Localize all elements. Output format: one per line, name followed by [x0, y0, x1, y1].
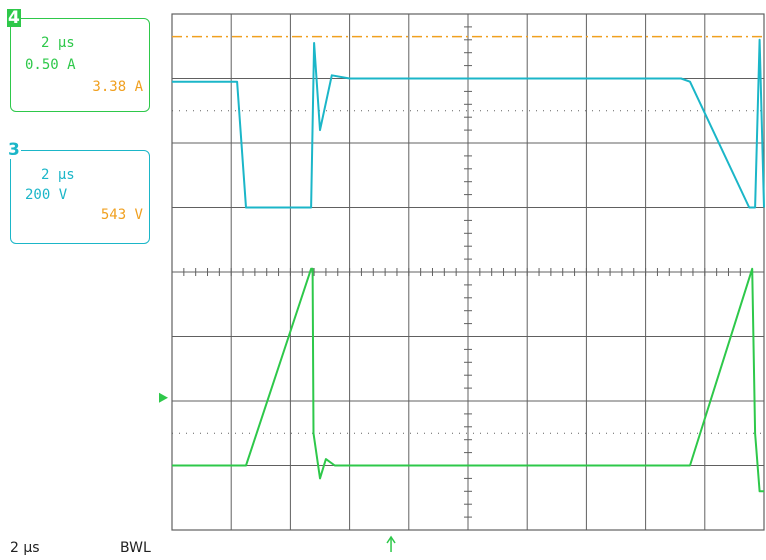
footer-bandwidth-limit: BWL — [120, 540, 151, 556]
channel-4-timebase: 2 µs — [41, 35, 75, 51]
channel-3-timebase: 2 µs — [41, 167, 75, 183]
channel-4-label: 4 — [7, 8, 21, 28]
trace-channel-4 — [172, 267, 764, 493]
trigger-level-marker — [159, 392, 168, 403]
channel-4-offset: 3.38 A — [92, 79, 143, 95]
trigger-position-arrowhead — [386, 535, 396, 544]
trace-channel-3 — [172, 38, 765, 209]
graticule — [171, 13, 765, 531]
channel-3-scale: 200 V — [25, 187, 68, 203]
channel-3-label: 3 — [7, 140, 21, 160]
channel-4-scale: 0.50 A — [25, 57, 76, 73]
channel-3-readout: 3 2 µs 200 V 543 V — [7, 141, 150, 244]
trace-layer — [172, 35, 765, 493]
channel-4-readout: 4 2 µs 0.50 A 3.38 A — [7, 9, 150, 112]
footer-timebase: 2 µs — [10, 540, 40, 556]
marker-layer — [159, 392, 396, 552]
channel-3-offset: 543 V — [100, 207, 143, 223]
